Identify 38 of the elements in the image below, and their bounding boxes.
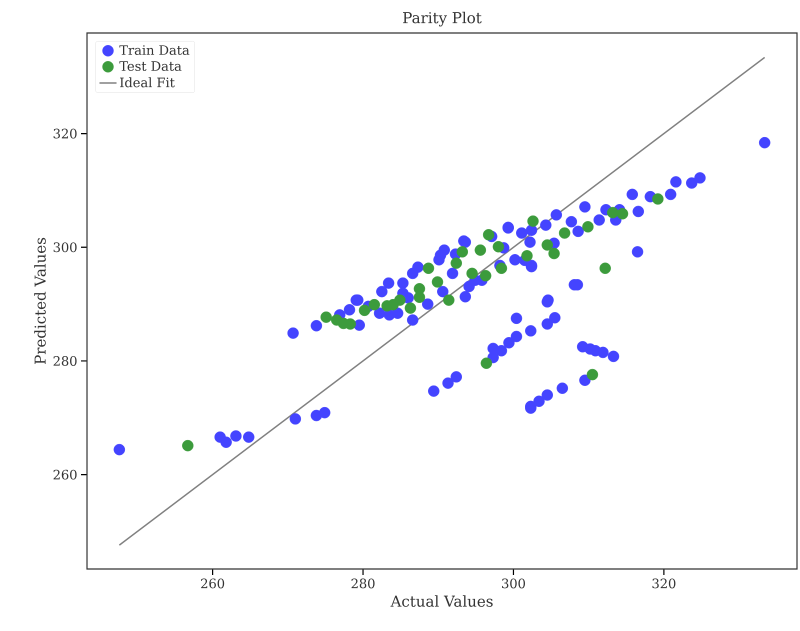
point [652, 193, 664, 205]
y-tick-label: 280 [54, 356, 77, 366]
chart-title: Parity Plot [403, 12, 482, 26]
y-tick-label: 260 [54, 470, 77, 480]
x-tick-label: 300 [502, 578, 525, 588]
legend-label: Test Data [119, 61, 182, 71]
legend-label: Ideal Fit [120, 77, 175, 88]
point [422, 262, 434, 274]
point [482, 229, 494, 240]
point [548, 248, 560, 260]
point [521, 250, 533, 262]
point [582, 221, 594, 233]
point [527, 215, 539, 227]
point [450, 257, 462, 269]
point [414, 292, 426, 303]
point [358, 304, 370, 316]
point [600, 262, 611, 274]
y-axis-title: Predicted Values [34, 238, 46, 364]
x-tick-label: 280 [352, 578, 375, 588]
x-tick-label: 260 [201, 578, 224, 588]
point [558, 227, 570, 239]
y-tick-label: 300 [54, 242, 77, 252]
point [368, 298, 380, 310]
point [474, 244, 486, 256]
point [480, 358, 492, 369]
point [496, 262, 508, 274]
point [586, 368, 598, 380]
y-tick-label: 320 [54, 128, 77, 139]
point [320, 311, 332, 323]
point [443, 294, 454, 306]
legend-label: Train Data [119, 45, 190, 55]
point [404, 302, 416, 314]
x-tick-label: 320 [652, 578, 676, 588]
point [480, 270, 492, 282]
point [432, 276, 444, 288]
x-axis-title: Actual Values [390, 595, 493, 607]
point [616, 208, 628, 220]
point [182, 440, 194, 452]
